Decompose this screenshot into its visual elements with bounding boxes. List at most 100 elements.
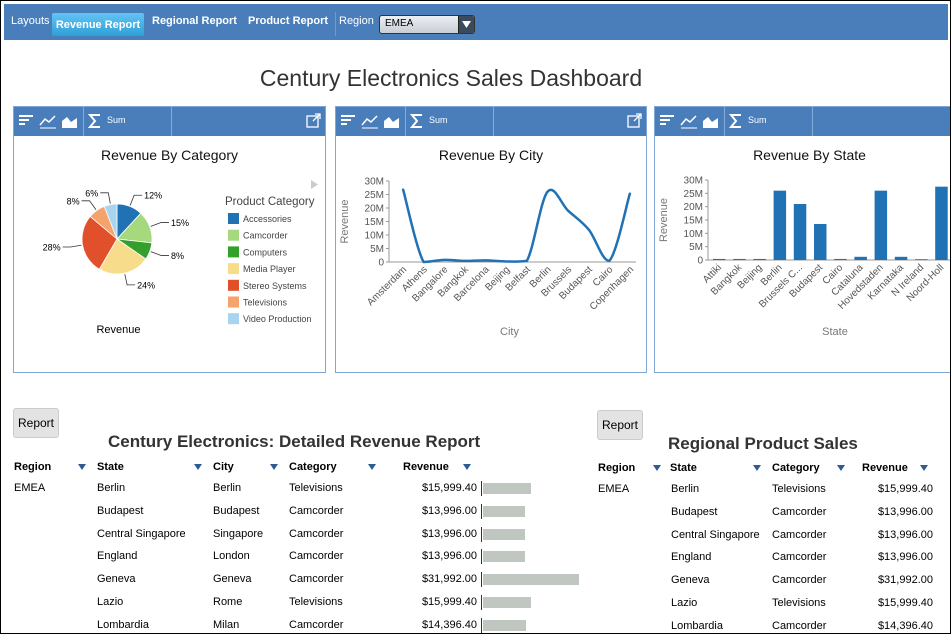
legend-swatch xyxy=(228,279,239,291)
y-tick-label: 15M xyxy=(365,217,384,228)
legend-swatch xyxy=(228,213,239,224)
pie-slice-stereo-systems xyxy=(81,215,118,270)
report-button[interactable]: Report xyxy=(597,410,643,440)
bar-berlin xyxy=(773,190,787,260)
sort-icon[interactable] xyxy=(18,113,36,129)
expand-icon[interactable] xyxy=(627,113,642,128)
cell-category: Camcorder xyxy=(772,505,827,518)
line-chart-icon[interactable] xyxy=(361,113,379,129)
sort-desc-icon[interactable] xyxy=(463,464,471,470)
data-point xyxy=(587,228,590,231)
column-header-revenue[interactable]: Revenue xyxy=(403,461,449,473)
pie-leader-line xyxy=(100,192,111,204)
sort-desc-icon[interactable] xyxy=(753,465,761,471)
area-chart-icon[interactable] xyxy=(702,113,720,129)
pie-data-label: 12% xyxy=(144,191,162,201)
cell-category: Televisions xyxy=(289,596,343,608)
panel-toolbar: Sum xyxy=(336,107,646,136)
area-chart-icon[interactable] xyxy=(383,113,401,129)
area-chart-icon[interactable] xyxy=(61,113,79,129)
sort-desc-icon[interactable] xyxy=(920,465,928,471)
sum-icon[interactable] xyxy=(88,113,102,129)
cell-revenue: $13,996.00 xyxy=(877,551,933,564)
column-header-region[interactable]: Region xyxy=(598,462,636,474)
sort-desc-icon[interactable] xyxy=(837,465,845,471)
column-header-revenue[interactable]: Revenue xyxy=(862,462,908,474)
column-header-state[interactable]: State xyxy=(97,461,124,473)
revenue-bar xyxy=(483,619,527,631)
y-tick-label: 30M xyxy=(365,177,384,188)
cell-revenue: $15,999.40 xyxy=(421,482,477,494)
bar-beijing xyxy=(753,258,766,260)
sort-icon[interactable] xyxy=(340,113,358,129)
cell-category: Camcorder xyxy=(289,550,344,563)
revenue-bar xyxy=(483,551,525,563)
legend-item: Stereo Systems xyxy=(243,281,307,291)
cell-category: Camcorder xyxy=(289,573,344,586)
bar-chart: 05M10M15M20M25M30MRevenueAttikiBangkokBe… xyxy=(658,176,950,338)
cell-category: Televisions xyxy=(289,482,343,494)
sort-desc-icon[interactable] xyxy=(270,464,278,470)
cell-state: Budapest xyxy=(97,504,144,517)
tab-product-report[interactable]: Product Report xyxy=(248,15,329,27)
pie-leader-line xyxy=(129,194,143,206)
y-tick-label: 20M xyxy=(684,202,703,213)
region-select[interactable]: EMEA xyxy=(379,15,475,34)
cell-state: England xyxy=(671,551,712,564)
sum-icon[interactable] xyxy=(729,113,743,129)
y-tick-label: 30M xyxy=(684,176,703,187)
sort-desc-icon[interactable] xyxy=(653,465,661,471)
bar-budapest xyxy=(814,224,827,260)
column-header-city[interactable]: City xyxy=(213,461,234,473)
legend-item: Video Production xyxy=(243,314,311,324)
column-header-category[interactable]: Category xyxy=(772,462,820,474)
sort-desc-icon[interactable] xyxy=(78,464,86,470)
cell-category: Camcorder xyxy=(772,551,827,564)
pie-data-label: 6% xyxy=(85,188,98,198)
report-button[interactable]: Report xyxy=(13,408,59,438)
legend-swatch xyxy=(228,296,239,308)
pie-leader-line xyxy=(124,274,136,286)
legend-item: Media Player xyxy=(243,264,296,274)
sum-label: Sum xyxy=(107,115,126,125)
cell-revenue: $15,999.40 xyxy=(421,596,477,608)
legend-item: Accessories xyxy=(243,214,292,224)
panel-revenue-by-state: Sum Revenue By State 0 5M 10M 15M 20M 25M 30M R… xyxy=(654,106,950,373)
pie-data-label: 28% xyxy=(43,243,61,253)
column-header-region[interactable]: Region xyxy=(14,461,52,473)
cell-category: Camcorder xyxy=(772,574,827,587)
sort-desc-icon[interactable] xyxy=(368,464,376,470)
cell-revenue: $14,396.40 xyxy=(421,618,477,631)
line-chart-icon[interactable] xyxy=(680,113,698,129)
pie-footer-label: Revenue xyxy=(96,324,141,336)
y-tick-label: 0 xyxy=(378,258,384,269)
dashboard-title: Century Electronics Sales Dashboard xyxy=(259,65,643,91)
top-toolbar: Layouts Revenue Report Regional Report P… xyxy=(4,4,948,40)
panel-toolbar: Sum xyxy=(655,107,950,136)
cell-city: Milan xyxy=(213,618,240,631)
toolbar-divider xyxy=(335,12,336,36)
sum-icon[interactable] xyxy=(410,113,424,129)
y-tick-label: 0 xyxy=(697,256,703,267)
legend-swatch xyxy=(228,246,239,258)
tab-regional-report[interactable]: Regional Report xyxy=(152,15,237,27)
revenue-bar-axis xyxy=(481,572,482,588)
line-chart-icon[interactable] xyxy=(39,113,57,129)
x-axis-title: City xyxy=(500,326,519,338)
data-point xyxy=(402,188,404,190)
sort-desc-icon[interactable] xyxy=(194,464,202,470)
chevron-down-icon[interactable] xyxy=(458,16,474,33)
sort-icon[interactable] xyxy=(659,113,677,129)
cell-revenue: $13,996.00 xyxy=(421,504,477,517)
cell-state: Lazio xyxy=(671,597,698,609)
cell-revenue: $31,992.00 xyxy=(877,574,933,587)
tab-revenue-report[interactable]: Revenue Report xyxy=(52,13,144,36)
pie-leader-line xyxy=(81,200,97,210)
expand-icon[interactable] xyxy=(306,113,321,128)
revenue-bar-axis xyxy=(481,549,482,565)
data-point xyxy=(505,260,507,263)
y-axis-title: Revenue xyxy=(339,199,351,243)
column-header-state[interactable]: State xyxy=(670,462,697,474)
y-axis-title: Revenue xyxy=(658,198,670,242)
column-header-category[interactable]: Category xyxy=(289,461,337,473)
